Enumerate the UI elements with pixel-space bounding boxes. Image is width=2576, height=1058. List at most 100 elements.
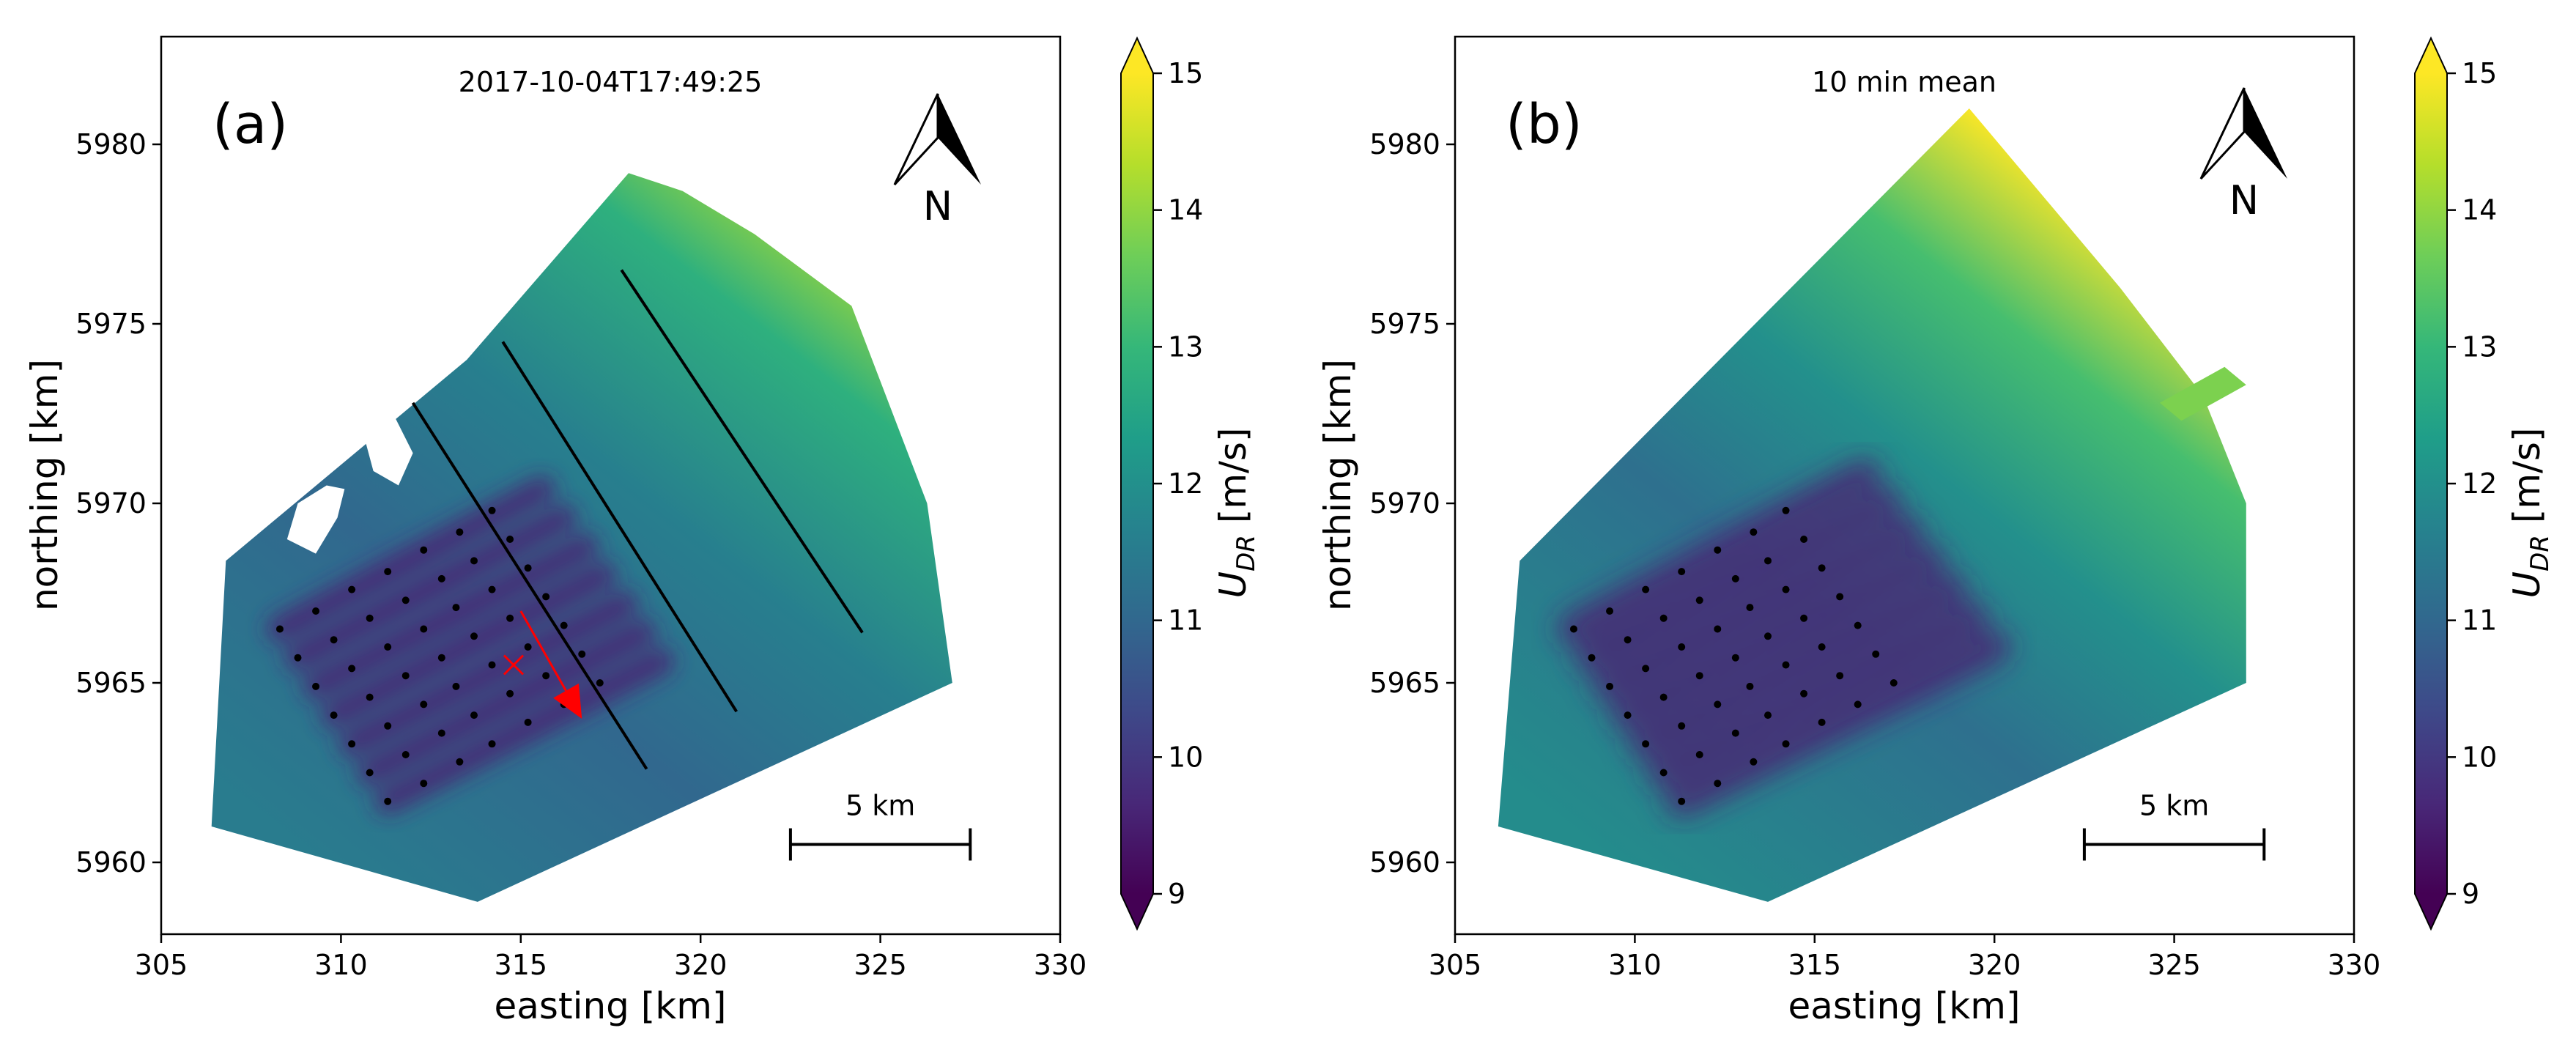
turbine-r7-c3 [456,758,464,766]
turbine-r2-c6 [470,557,478,565]
turbine-r6-c7 [1872,650,1880,658]
turbine-r1-c1 [1569,625,1577,633]
turbine-r7-c6 [1854,700,1862,709]
scale-bar-label-a: 5 km [845,790,915,822]
colorbar-tick-label: 13 [1168,330,1203,363]
turbine-r2-c1 [1588,654,1596,662]
colorbar-a: UDR [m/s] 9 10 11 12 13 14 15 [1120,36,1261,931]
turbine-r5-c4 [452,682,460,690]
turbine-r1-c6 [456,528,464,536]
turbine-r6-c4 [1763,711,1772,719]
turbine-r2-c4 [1695,596,1703,604]
transect-line-3 [620,269,864,634]
y-axis-label-a: northing [km] [23,359,66,611]
turbine-r7-c2 [420,780,428,788]
turbine-r3-c5 [452,604,460,612]
y-tick-label: 5960 [75,846,147,878]
turbine-r4-c6 [1800,614,1808,622]
scale-bar-label-b: 5 km [2139,790,2209,822]
y-tick-label: 5980 [75,128,147,160]
wake-3 [303,533,599,700]
transect-line-1 [411,402,648,770]
north-arrow-icon: N [2199,87,2287,223]
turbine-r4-c2 [366,693,374,701]
turbine-r4-c5 [1763,632,1772,640]
colorbar-tick-label: 9 [1168,878,1185,910]
wake-6 [1647,602,1989,789]
north-label: N [923,183,952,229]
turbine-r5-c1 [348,740,356,748]
colorbar-tick-label: 15 [1168,57,1203,89]
colorbar-tick-label: 10 [1168,741,1203,773]
panel-b: 305 310 315 320 325 330 59605965597059755980 … [1317,35,2555,1027]
turbine-r2-c2 [1624,636,1632,644]
y-tick-label: 5970 [75,487,147,519]
turbine-r3-c3 [384,643,392,651]
y-tick-label: 5975 [1369,308,1440,340]
turbine-r4-c2 [1659,693,1668,701]
turbine-r5-c6 [1818,643,1826,651]
axes-frame-b [1454,35,2355,936]
turbine-r6-c7 [578,650,586,658]
turbine-r2-c6 [1763,557,1772,565]
y-axis-label-b: northing [km] [1317,359,1359,611]
turbine-r5-c5 [488,661,496,669]
colorbar-tick-label: 14 [2462,194,2497,226]
colorbar-b: UDR [m/s] 9 10 11 12 13 14 15 [2414,36,2555,931]
turbine-r6-c2 [401,751,410,758]
x-tick-label: 310 [1608,949,1662,981]
turbine-r1-c7 [1782,506,1790,514]
y-tick-label: 5965 [75,667,147,699]
turbine-r6-c1 [366,769,374,777]
turbine-r2-c3 [366,614,374,622]
wake-7 [1665,631,2011,818]
north-label: N [2229,177,2259,223]
turbine-r5-c2 [1678,722,1686,730]
cross-marker [503,654,525,676]
scale-bar-a: 5 km [788,790,972,861]
turbine-r3-c2 [348,665,356,673]
x-tick-label: 305 [135,949,188,981]
y-tick-label: 5975 [75,308,147,340]
wake-7 [374,648,675,815]
turbine-r7-c3 [1750,758,1758,766]
turbine-r4-c1 [1624,711,1632,719]
colorbar-gradient [2415,73,2447,894]
colorbar-label-b: UDR [m/s] [2506,428,2555,599]
turbine-r6-c5 [1800,689,1808,698]
turbine-r3-c4 [1714,625,1722,633]
turbine-r1-c4 [384,568,392,576]
turbine-r5-c6 [524,643,532,651]
x-tick-label: 330 [1034,949,1087,981]
panel-title-b: 10 min mean [1812,66,1996,98]
turbine-r3-c2 [1642,665,1650,673]
turbine-r5-c5 [1782,661,1790,669]
turbine-r3-c6 [1782,585,1790,593]
wake-4 [1611,544,1946,732]
turbine-r4-c3 [401,672,410,680]
turbine-r2-c7 [1800,536,1808,543]
cross-section-lines [411,269,864,770]
colorbar-extend-min [2415,894,2447,929]
x-tick-label: 320 [1968,949,2021,981]
turbine-r6-c6 [542,672,550,680]
turbine-r5-c3 [420,700,428,709]
no-data-region-2 [358,410,413,486]
turbine-r1-c5 [420,546,428,554]
turbine-r7-c7 [1890,679,1898,687]
turbine-r5-c1 [1642,740,1650,748]
x-tick-label: 325 [2147,949,2201,981]
colorbar-label-a: UDR [m/s] [1212,428,1261,599]
turbine-r4-c7 [542,593,550,601]
x-tick-label: 305 [1429,949,1482,981]
wind-arrow-shaft [519,610,567,692]
colorbar-tick-label: 9 [2462,878,2479,910]
turbine-markers-a [275,506,604,805]
turbine-r4-c4 [437,654,445,662]
turbine-r7-c2 [1714,780,1722,788]
panel-a: 305 310 315 320 325 330 59605965597059755980 … [23,35,1261,1027]
turbine-r2-c2 [330,636,338,644]
turbine-r6-c4 [470,711,478,719]
y-tick-label: 5980 [1369,128,1440,160]
